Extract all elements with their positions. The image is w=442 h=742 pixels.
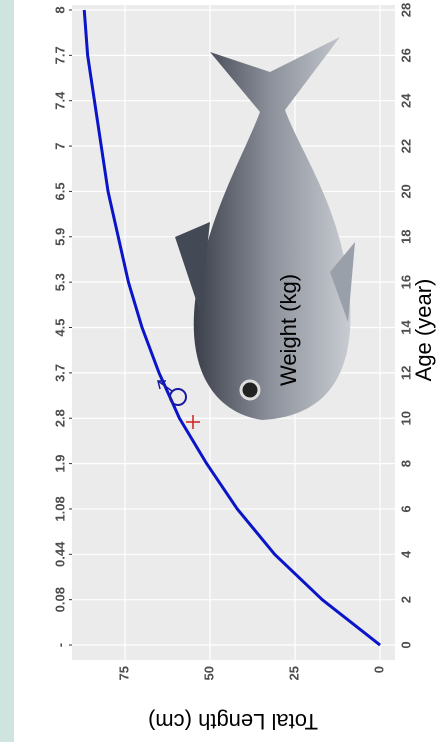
x-tick-label: 16 — [398, 275, 413, 289]
x2-tick-label: 3.7 — [52, 364, 67, 382]
y-axis-title: Total Length (cm) — [148, 709, 318, 734]
x-tick-label: 2 — [398, 596, 413, 603]
symbol-circle — [169, 388, 187, 406]
x-tick-label: 26 — [398, 48, 413, 62]
y-tick-label: 50 — [201, 666, 216, 680]
x2-tick-label: 4.5 — [52, 318, 67, 336]
x2-tick-label: 1.08 — [52, 496, 67, 521]
x-tick-label: 14 — [398, 320, 413, 335]
x-tick-label: 18 — [398, 230, 413, 244]
y-tick-label: 75 — [116, 666, 131, 680]
y-tick-label: 0 — [371, 666, 386, 673]
fish-eye — [239, 379, 261, 401]
x-tick-label: 10 — [398, 411, 413, 425]
fish-fin — [330, 242, 355, 322]
rotated-plot: Age (year) Weight (kg) Total Length (cm)… — [52, 3, 435, 734]
x2-tick-label: 7.7 — [52, 46, 67, 64]
x2-tick-label: 8 — [52, 6, 67, 13]
x2-tick-label: 6.5 — [52, 182, 67, 200]
x-tick-label: 6 — [398, 505, 413, 512]
x2-tick-label: 5.3 — [52, 273, 67, 291]
x2-tick-label: 0.08 — [52, 587, 67, 612]
x-tick-label: 4 — [398, 550, 413, 558]
x-tick-label: 8 — [398, 460, 413, 467]
x2-tick-label: 0.44 — [52, 541, 67, 567]
x-tick-label: 22 — [398, 139, 413, 153]
x-axis-title: Age (year) — [411, 279, 436, 382]
x2-axis-title: Weight (kg) — [276, 274, 301, 386]
sex-symbol — [157, 380, 200, 429]
symbol-arrow — [157, 380, 173, 392]
x2-tick-label: 7 — [52, 142, 67, 149]
x2-tick-label: 5.9 — [52, 228, 67, 246]
x2-tick-label: 2.8 — [52, 409, 67, 427]
x-tick-label: 12 — [398, 366, 413, 380]
x-tick-label: 20 — [398, 184, 413, 198]
x2-tick-label: - — [52, 643, 67, 647]
line-series — [82, 9, 381, 647]
symbol-plus — [186, 415, 200, 429]
y-tick-label: 25 — [286, 666, 301, 680]
x-tick-label: 0 — [398, 641, 413, 648]
x2-tick-label: 7.4 — [52, 91, 67, 110]
plot — [82, 9, 381, 647]
x2-tick-label: 1.9 — [52, 455, 67, 473]
fish-fin — [175, 222, 210, 312]
fish-illustration — [175, 37, 355, 420]
x-tick-label: 28 — [398, 3, 413, 17]
x-tick-label: 24 — [398, 93, 413, 108]
fish-body — [193, 37, 351, 420]
